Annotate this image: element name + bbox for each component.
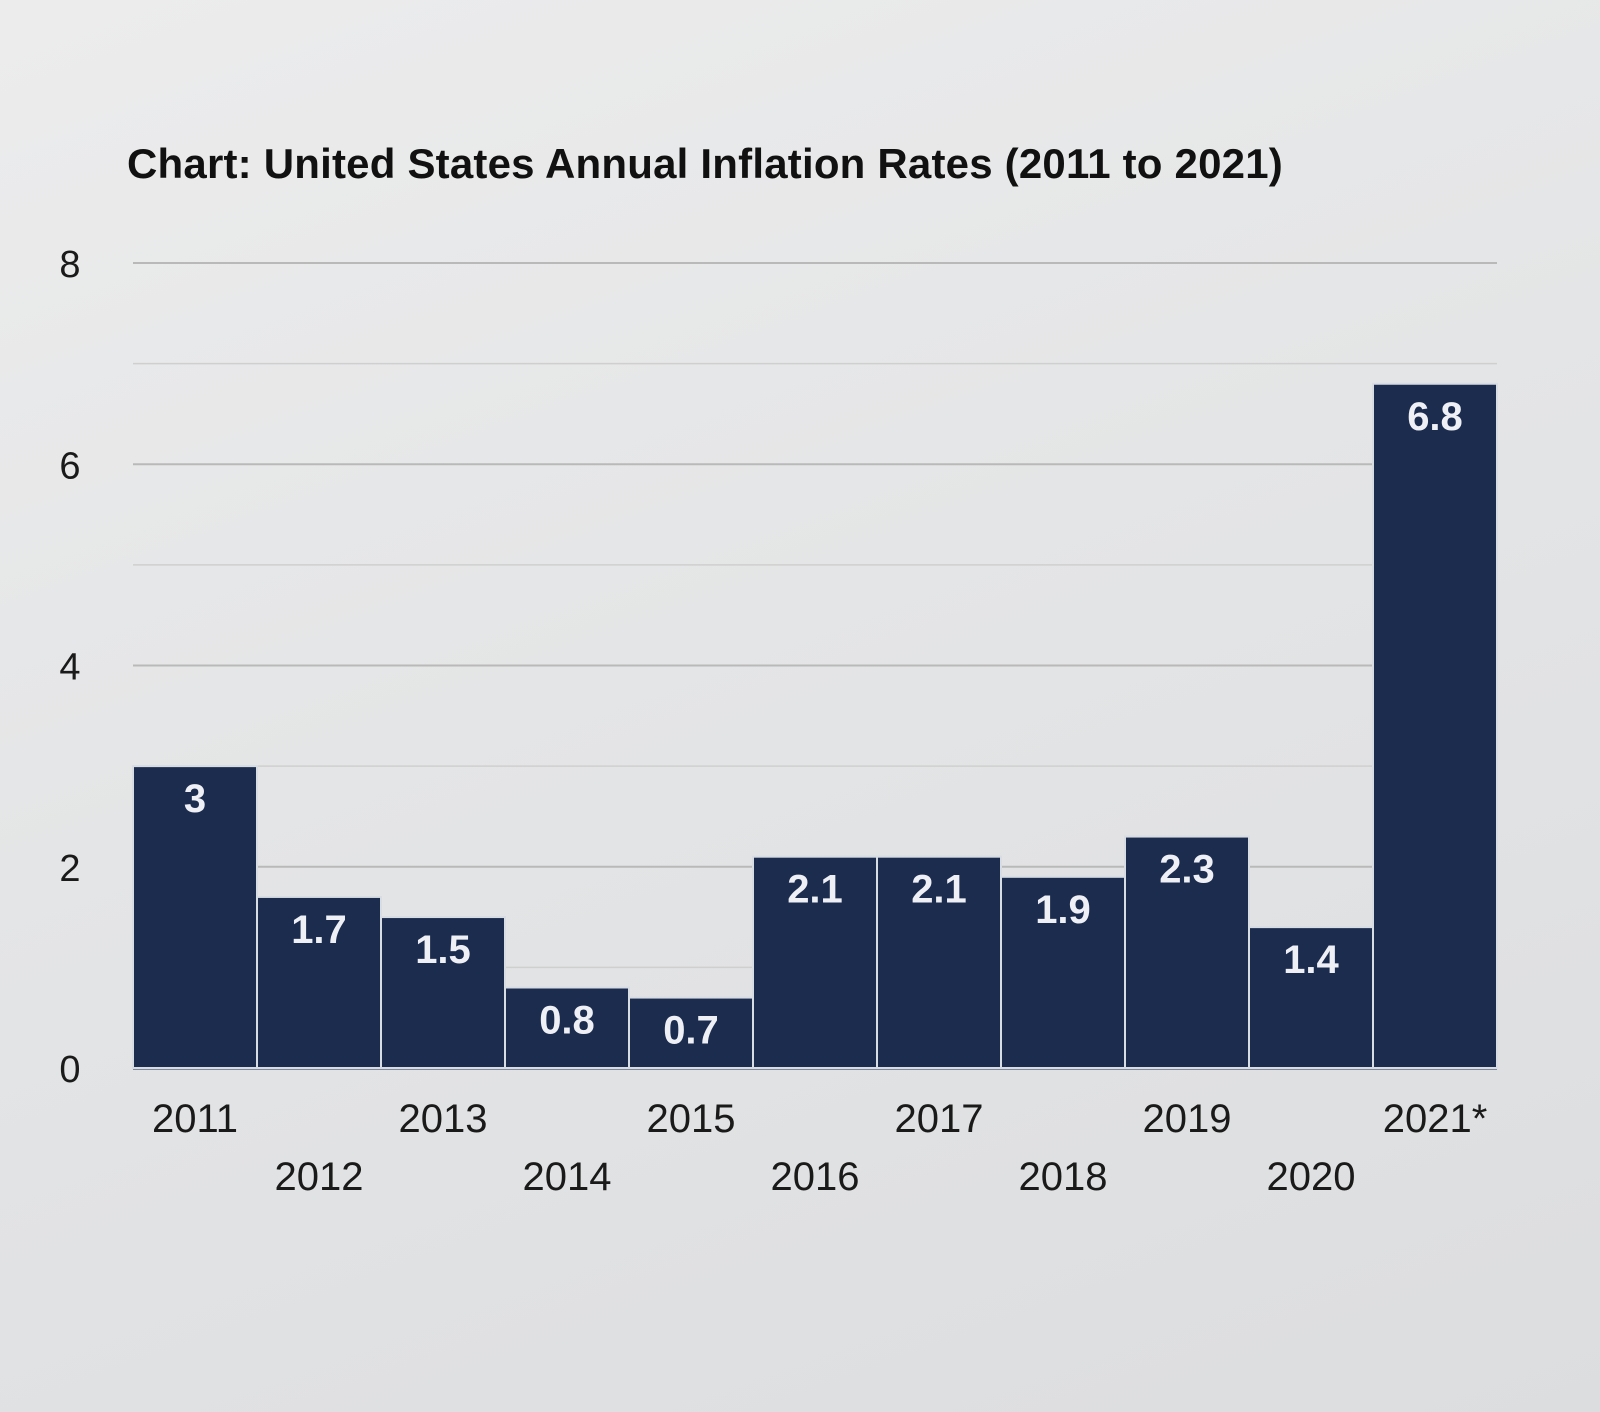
x-tick-label-2012: 2012 xyxy=(275,1155,364,1199)
data-label-2016: 2.1 xyxy=(787,868,843,912)
chart-title: Chart: United States Annual Inflation Ra… xyxy=(127,140,1283,187)
data-label-2012: 1.7 xyxy=(291,908,347,952)
data-label-2019: 2.3 xyxy=(1159,848,1215,892)
bar-2014 xyxy=(504,986,630,1069)
x-tick-label-2011: 2011 xyxy=(152,1097,238,1141)
bar-2021* xyxy=(1372,382,1498,1069)
bar-value-labels: 3 1.7 1.5 0.8 0.7 2.1 2.1 1.9 2.3 1.4 6.8 xyxy=(184,395,1463,1053)
x-tick-label-2014: 2014 xyxy=(523,1155,612,1199)
x-tick-label-2015: 2015 xyxy=(647,1097,736,1141)
bar-2016 xyxy=(752,855,878,1069)
x-tick-label-2020: 2020 xyxy=(1267,1155,1356,1199)
data-label-2013: 1.5 xyxy=(415,928,471,972)
data-label-2018: 1.9 xyxy=(1035,888,1091,932)
bar-2020 xyxy=(1248,926,1374,1069)
x-tick-label-2019: 2019 xyxy=(1143,1097,1232,1141)
data-label-2020: 1.4 xyxy=(1283,938,1339,982)
bar-2015 xyxy=(628,996,754,1069)
bar-2017 xyxy=(876,855,1002,1069)
x-tick-label-2017: 2017 xyxy=(895,1097,984,1141)
y-tick-label-8: 8 xyxy=(59,244,80,286)
bar-2011 xyxy=(132,765,258,1069)
data-label-2015: 0.7 xyxy=(663,1009,719,1053)
data-label-2011: 3 xyxy=(184,777,206,821)
bar-2018 xyxy=(1000,875,1126,1069)
y-tick-label-0: 0 xyxy=(59,1049,80,1091)
x-tick-label-2018: 2018 xyxy=(1019,1155,1108,1199)
y-tick-label-4: 4 xyxy=(59,647,80,689)
bar-2013 xyxy=(380,916,506,1069)
y-axis-ticks: 0 2 4 6 8 xyxy=(59,244,80,1091)
x-tick-label-2021*: 2021* xyxy=(1383,1097,1488,1141)
data-label-2021*: 6.8 xyxy=(1407,395,1463,439)
x-tick-label-2016: 2016 xyxy=(771,1155,860,1199)
data-label-2014: 0.8 xyxy=(539,999,595,1043)
bar-2019 xyxy=(1124,835,1250,1069)
bars xyxy=(132,382,1498,1069)
x-axis-ticks: 2011 2012 2013 2014 2015 2016 2017 2018 2019 2020… xyxy=(152,1097,1487,1199)
y-tick-label-6: 6 xyxy=(59,445,80,487)
x-tick-label-2013: 2013 xyxy=(399,1097,488,1141)
y-tick-label-2: 2 xyxy=(59,848,80,890)
data-label-2017: 2.1 xyxy=(911,868,967,912)
